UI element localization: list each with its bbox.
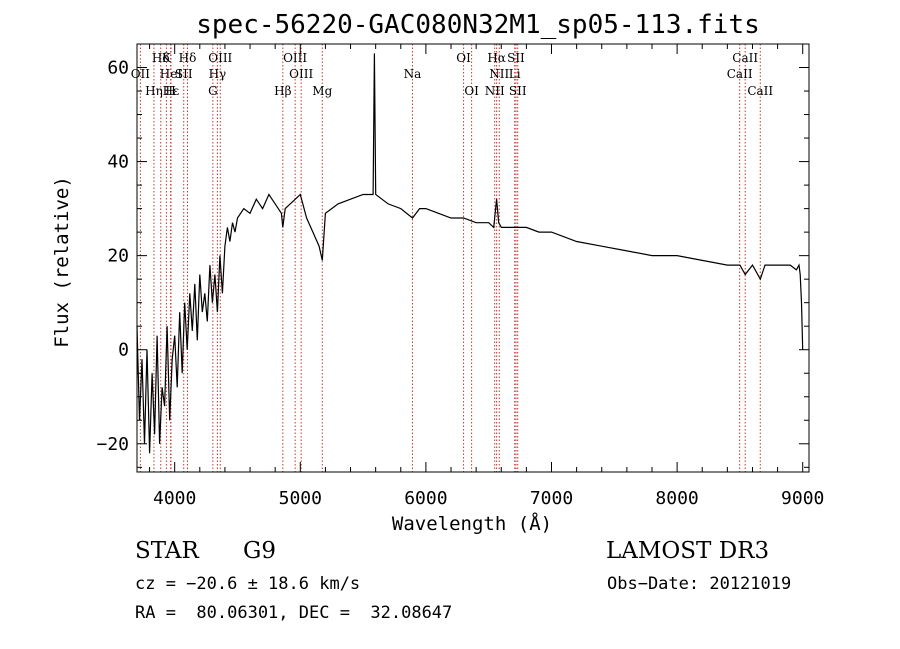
line-label-12: OIII [283,51,307,65]
line-label-25: CaII [732,51,758,65]
survey-name: LAMOST DR3 [606,538,770,564]
line-label-26: CaII [727,67,753,81]
chart-title: spec-56220-GAC080N32M1_sp05-113.fits [196,10,760,40]
plot-frame [136,43,810,473]
x-tick-label-1: 5000 [279,488,322,509]
object-subclass: G9 [243,538,277,564]
line-label-24: SII [509,84,527,98]
line-label-4: Hη [145,84,163,98]
line-label-7: SII [175,67,193,81]
x-tick-label-0: 4000 [153,488,196,509]
y-axis-label: Flux (relative) [51,176,73,348]
x-tick-label-2: 6000 [404,488,447,509]
y-tick-label-3: 40 [107,152,129,173]
line-label-5: Hε [163,84,180,98]
line-label-14: Hβ [274,84,291,98]
y-tick-label-1: 0 [118,340,129,361]
line-label-17: OI [456,51,471,65]
emission-line-markers [139,44,761,472]
line-label-2: K [162,51,172,65]
line-label-6: H [165,84,175,98]
redshift-cz: cz = −20.6 ± 18.6 km/s [135,574,361,594]
line-label-22: Li [509,67,521,81]
line-label-27: CaII [747,84,773,98]
line-label-8: Hδ [179,51,197,65]
line-label-13: OIII [289,67,313,81]
x-tick-label-4: 8000 [655,488,698,509]
x-tick-label-5: 9000 [781,488,824,509]
line-label-1: OII [131,67,151,81]
spectrum-line [136,53,804,454]
line-label-23: NII [485,84,505,98]
line-label-0: Hδ [152,51,170,65]
line-label-9: OIII [208,51,232,65]
line-label-15: Mg [312,84,332,98]
line-label-18: OI [464,84,479,98]
y-tick-label-4: 60 [107,58,129,79]
line-label-10: Hγ [209,67,227,81]
line-label-20: SII [507,51,525,65]
x-tick-label-3: 7000 [530,488,573,509]
line-label-21: NII [489,67,509,81]
observation-date: Obs−Date: 20121019 [607,574,792,594]
y-axis: −20 0 20 40 60 [96,43,809,468]
line-label-16: Na [404,67,422,81]
y-tick-label-0: −20 [96,434,129,455]
line-label-11: G [208,84,218,98]
object-type: STAR [135,538,199,564]
coordinates: RA = 80.06301, DEC = 32.08647 [135,603,453,623]
line-label-19: Hα [487,51,506,65]
x-axis-label: Wavelength (Å) [392,512,552,535]
x-axis: 4000 5000 6000 7000 8000 9000 [149,44,824,509]
y-tick-label-2: 20 [107,246,129,267]
line-label-3: HeI [160,67,183,81]
